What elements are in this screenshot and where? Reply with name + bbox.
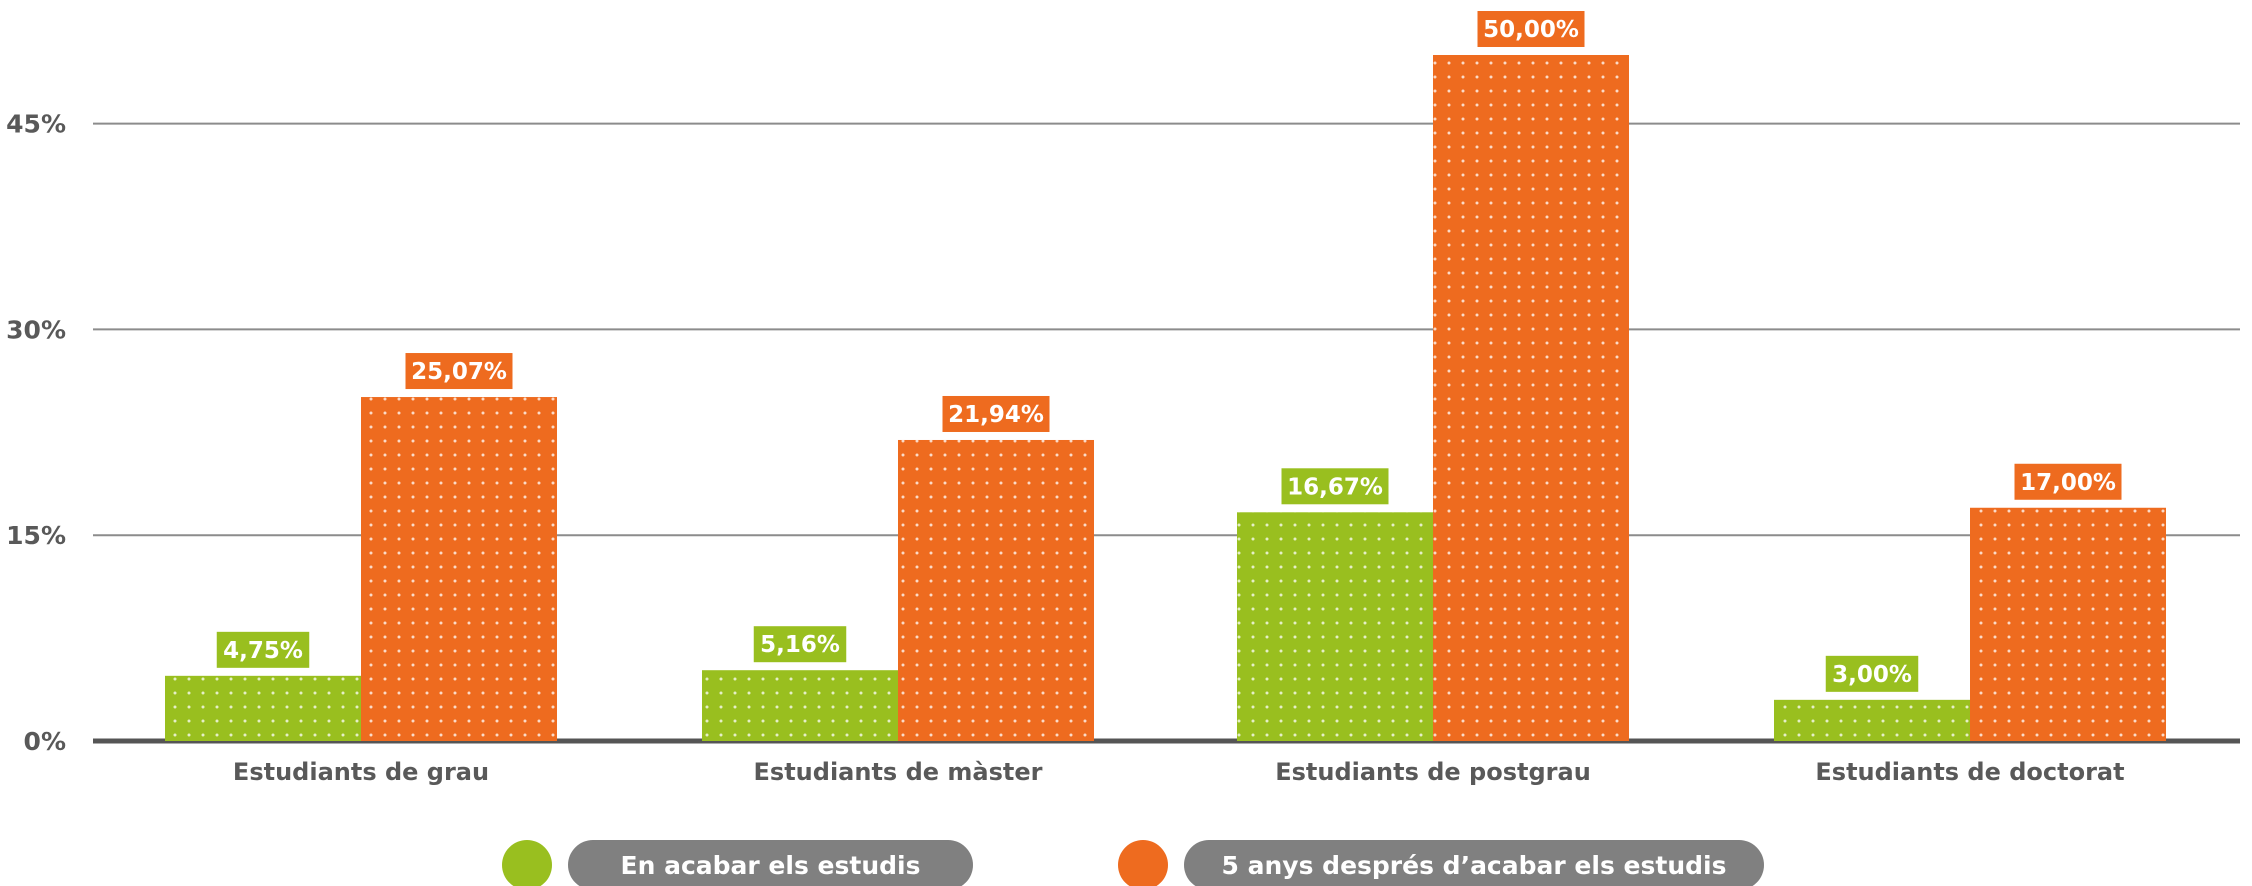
- data-label-box: [1477, 11, 1585, 47]
- data-label: 25,07%: [411, 359, 507, 385]
- data-labels: 4,75% 25,07% 5,16% 21,94% 16,67% 50,00% 3,00% 1…: [216, 11, 2122, 692]
- bar-texture: [702, 670, 898, 741]
- data-label-box: [216, 631, 310, 668]
- bar-texture: [165, 675, 361, 741]
- data-label-box: [405, 353, 513, 390]
- data-label: 3,00%: [1832, 662, 1912, 688]
- bar-texture: [898, 439, 1094, 741]
- y-tick-label: 45%: [6, 110, 66, 139]
- legend-swatch: [1118, 840, 1168, 886]
- x-tick-label: Estudiants de doctorat: [1815, 758, 2124, 786]
- legend-pill: [1184, 840, 1764, 886]
- data-label: 17,00%: [2020, 470, 2116, 496]
- legend-label: 5 anys després d’acabar els estudis: [1222, 851, 1727, 880]
- bar-texture: [1433, 55, 1629, 741]
- y-axis-ticks: 0% 15% 30% 45%: [6, 110, 66, 756]
- legend: En acabar els estudis 5 anys després d’ac…: [502, 840, 1764, 886]
- data-label: 21,94%: [948, 402, 1044, 428]
- y-tick-label: 0%: [24, 727, 66, 756]
- bars: [165, 55, 2166, 741]
- data-label-box: [1825, 655, 1919, 692]
- bar-texture: [1970, 507, 2166, 741]
- x-tick-label: Estudiants de màster: [754, 758, 1043, 786]
- bar-texture: [361, 397, 557, 741]
- data-label: 16,67%: [1287, 474, 1383, 500]
- bar-texture: [1237, 512, 1433, 741]
- legend-label: En acabar els estudis: [621, 851, 921, 880]
- data-label-box: [753, 626, 847, 663]
- legend-swatch: [502, 840, 552, 886]
- x-axis-ticks: Estudiants de grau Estudiants de màster Es…: [233, 758, 2125, 786]
- data-label-box: [942, 395, 1050, 432]
- data-label: 5,16%: [760, 632, 840, 658]
- bar-texture: [1774, 699, 1970, 741]
- y-tick-label: 15%: [6, 521, 66, 550]
- legend-pill: [568, 840, 973, 886]
- x-tick-label: Estudiants de grau: [233, 758, 489, 786]
- data-label: 4,75%: [223, 638, 303, 664]
- data-label-box: [2014, 463, 2122, 500]
- data-label-box: [1281, 468, 1389, 505]
- y-tick-label: 30%: [6, 315, 66, 344]
- data-label: 50,00%: [1483, 17, 1579, 43]
- x-tick-label: Estudiants de postgrau: [1275, 758, 1591, 786]
